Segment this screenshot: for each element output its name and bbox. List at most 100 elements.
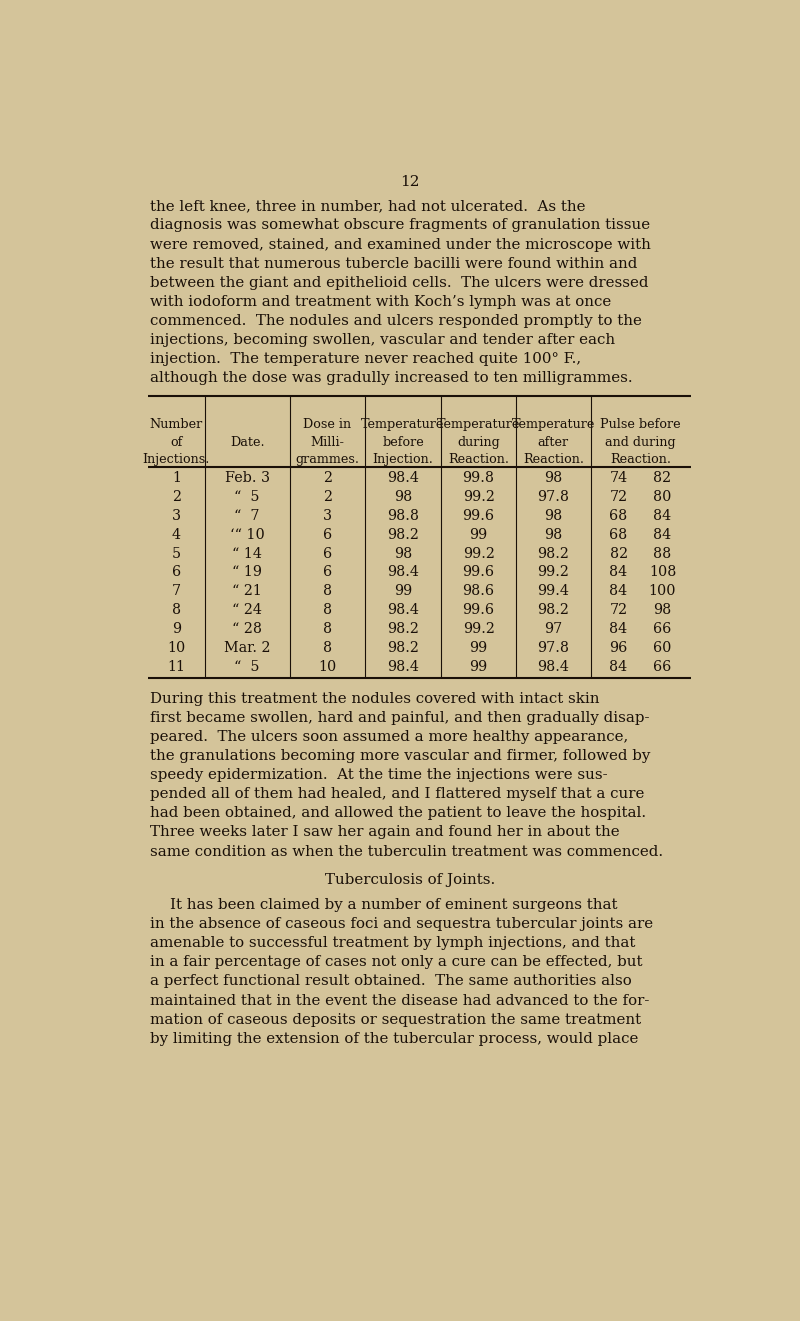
- Text: 72: 72: [610, 604, 628, 617]
- Text: injection.  The temperature never reached quite 100° F.,: injection. The temperature never reached…: [150, 353, 582, 366]
- Text: grammes.: grammes.: [295, 453, 359, 466]
- Text: 3: 3: [172, 509, 181, 523]
- Text: 98.2: 98.2: [387, 622, 419, 635]
- Text: 99.2: 99.2: [462, 547, 494, 560]
- Text: Dose in: Dose in: [303, 417, 351, 431]
- Text: 11: 11: [167, 659, 186, 674]
- Text: 8: 8: [172, 604, 181, 617]
- Text: injections, becoming swollen, vascular and tender after each: injections, becoming swollen, vascular a…: [150, 333, 615, 347]
- Text: 84: 84: [610, 659, 628, 674]
- Text: before: before: [382, 436, 424, 449]
- Text: ‘“ 10: ‘“ 10: [230, 527, 265, 542]
- Text: 68: 68: [610, 527, 628, 542]
- Text: Injection.: Injection.: [373, 453, 434, 466]
- Text: in a fair percentage of cases not only a cure can be effected, but: in a fair percentage of cases not only a…: [150, 955, 643, 970]
- Text: a perfect functional result obtained.  The same authorities also: a perfect functional result obtained. Th…: [150, 975, 632, 988]
- Text: 98.4: 98.4: [387, 472, 419, 485]
- Text: 4: 4: [172, 527, 181, 542]
- Text: 60: 60: [654, 641, 672, 655]
- Text: of: of: [170, 436, 182, 449]
- Text: 88: 88: [654, 547, 672, 560]
- Text: Tuberculosis of Joints.: Tuberculosis of Joints.: [325, 873, 495, 886]
- Text: had been obtained, and allowed the patient to leave the hospital.: had been obtained, and allowed the patie…: [150, 806, 646, 820]
- Text: 98.4: 98.4: [387, 565, 419, 580]
- Text: 98: 98: [654, 604, 672, 617]
- Text: 84: 84: [654, 527, 672, 542]
- Text: 82: 82: [654, 472, 672, 485]
- Text: 8: 8: [323, 641, 332, 655]
- Text: Milli-: Milli-: [310, 436, 344, 449]
- Text: 99.2: 99.2: [538, 565, 570, 580]
- Text: 80: 80: [654, 490, 672, 505]
- Text: 10: 10: [318, 659, 337, 674]
- Text: 99.6: 99.6: [462, 604, 494, 617]
- Text: During this treatment the nodules covered with intact skin: During this treatment the nodules covere…: [150, 692, 600, 705]
- Text: 66: 66: [654, 659, 672, 674]
- Text: 99.6: 99.6: [462, 565, 494, 580]
- Text: Temperature: Temperature: [437, 417, 520, 431]
- Text: during: during: [458, 436, 500, 449]
- Text: 2: 2: [323, 472, 332, 485]
- Text: diagnosis was somewhat obscure fragments of granulation tissue: diagnosis was somewhat obscure fragments…: [150, 218, 650, 232]
- Text: 84: 84: [610, 622, 628, 635]
- Text: speedy epidermization.  At the time the injections were sus-: speedy epidermization. At the time the i…: [150, 768, 608, 782]
- Text: 5: 5: [172, 547, 181, 560]
- Text: 97: 97: [544, 622, 562, 635]
- Text: 84: 84: [654, 509, 672, 523]
- Text: with iodoform and treatment with Koch’s lymph was at once: with iodoform and treatment with Koch’s …: [150, 295, 612, 309]
- Text: 74: 74: [610, 472, 628, 485]
- Text: the granulations becoming more vascular and firmer, followed by: the granulations becoming more vascular …: [150, 749, 650, 764]
- Text: 6: 6: [323, 565, 332, 580]
- Text: 99.4: 99.4: [538, 584, 570, 598]
- Text: 99: 99: [394, 584, 412, 598]
- Text: 98.6: 98.6: [462, 584, 494, 598]
- Text: by limiting the extension of the tubercular process, would place: by limiting the extension of the tubercu…: [150, 1032, 638, 1046]
- Text: 96: 96: [610, 641, 628, 655]
- Text: Reaction.: Reaction.: [448, 453, 509, 466]
- Text: 99: 99: [470, 641, 488, 655]
- Text: 9: 9: [172, 622, 181, 635]
- Text: and during: and during: [606, 436, 676, 449]
- Text: “ 21: “ 21: [232, 584, 262, 598]
- Text: Temperature: Temperature: [512, 417, 595, 431]
- Text: 8: 8: [323, 604, 332, 617]
- Text: Feb. 3: Feb. 3: [225, 472, 270, 485]
- Text: 8: 8: [323, 622, 332, 635]
- Text: 6: 6: [172, 565, 181, 580]
- Text: 98: 98: [394, 490, 412, 505]
- Text: 82: 82: [610, 547, 628, 560]
- Text: 12: 12: [400, 174, 420, 189]
- Text: 8: 8: [323, 584, 332, 598]
- Text: “  7: “ 7: [234, 509, 260, 523]
- Text: 99.6: 99.6: [462, 509, 494, 523]
- Text: 98: 98: [394, 547, 412, 560]
- Text: 98.2: 98.2: [538, 604, 570, 617]
- Text: 97.8: 97.8: [538, 641, 570, 655]
- Text: Date.: Date.: [230, 436, 265, 449]
- Text: It has been claimed by a number of eminent surgeons that: It has been claimed by a number of emine…: [170, 898, 618, 911]
- Text: were removed, stained, and examined under the microscope with: were removed, stained, and examined unde…: [150, 238, 651, 251]
- Text: 1: 1: [172, 472, 181, 485]
- Text: 98.4: 98.4: [387, 604, 419, 617]
- Text: although the dose was gradully increased to ten milligrammes.: although the dose was gradully increased…: [150, 371, 633, 386]
- Text: “ 19: “ 19: [232, 565, 262, 580]
- Text: between the giant and epithelioid cells.  The ulcers were dressed: between the giant and epithelioid cells.…: [150, 276, 649, 289]
- Text: 99.8: 99.8: [462, 472, 494, 485]
- Text: the left knee, three in number, had not ulcerated.  As the: the left knee, three in number, had not …: [150, 199, 586, 213]
- Text: 66: 66: [654, 622, 672, 635]
- Text: 68: 68: [610, 509, 628, 523]
- Text: same condition as when the tuberculin treatment was commenced.: same condition as when the tuberculin tr…: [150, 844, 663, 859]
- Text: after: after: [538, 436, 569, 449]
- Text: 108: 108: [649, 565, 676, 580]
- Text: Three weeks later I saw her again and found her in about the: Three weeks later I saw her again and fo…: [150, 826, 620, 839]
- Text: 98: 98: [544, 472, 562, 485]
- Text: 84: 84: [610, 584, 628, 598]
- Text: Pulse before: Pulse before: [600, 417, 681, 431]
- Text: “ 28: “ 28: [232, 622, 262, 635]
- Text: amenable to successful treatment by lymph injections, and that: amenable to successful treatment by lymp…: [150, 937, 636, 950]
- Text: 98.4: 98.4: [387, 659, 419, 674]
- Text: 99: 99: [470, 659, 488, 674]
- Text: Temperature: Temperature: [362, 417, 445, 431]
- Text: Number: Number: [150, 417, 203, 431]
- Text: mation of caseous deposits or sequestration the same treatment: mation of caseous deposits or sequestrat…: [150, 1013, 642, 1026]
